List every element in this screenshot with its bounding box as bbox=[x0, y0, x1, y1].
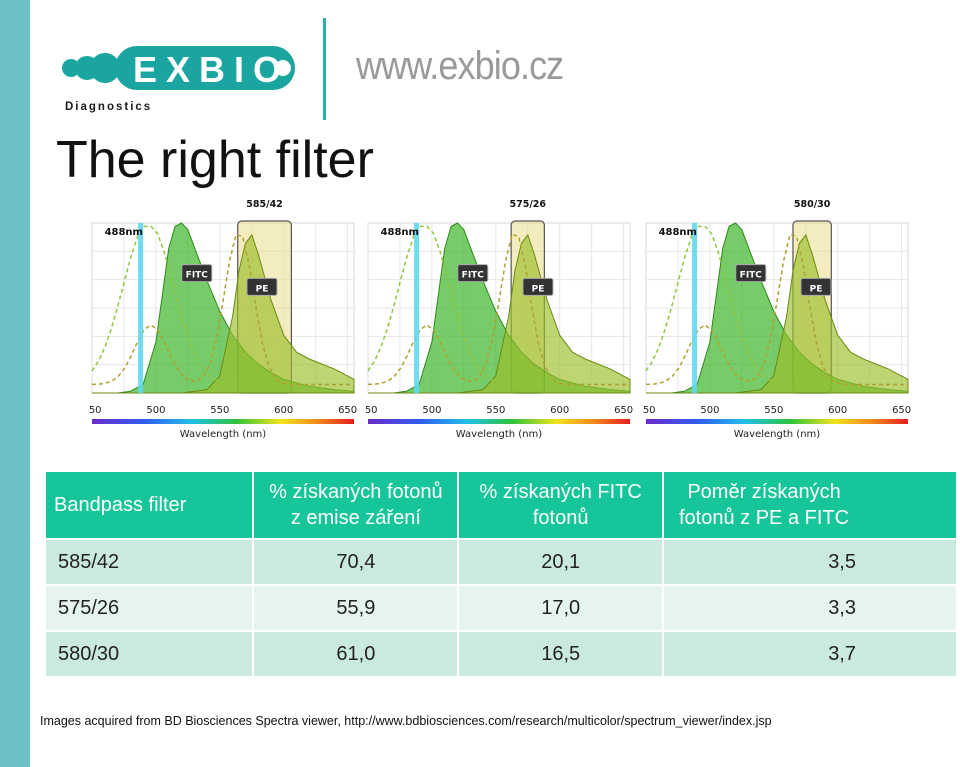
x-tick-label: 450 bbox=[642, 405, 656, 416]
pe-excitation-curve bbox=[91, 233, 354, 386]
x-tick-label: 500 bbox=[700, 405, 719, 416]
badge-box bbox=[181, 264, 213, 283]
source-footnote: Images acquired from BD Biosciences Spec… bbox=[40, 714, 772, 728]
x-tick-label: 450 bbox=[88, 405, 102, 416]
table-row: 575/26 55,9 17,0 3,3 bbox=[46, 586, 956, 630]
header-fitc-photons: % získaných FITC fotonů bbox=[459, 472, 663, 538]
logo-o-hole bbox=[275, 60, 291, 76]
logo-pill bbox=[115, 46, 295, 90]
x-tick-label: 500 bbox=[422, 405, 441, 416]
table-row: 585/42 70,4 20,1 3,5 bbox=[46, 540, 956, 584]
logo-subtext: Diagnostics bbox=[65, 101, 152, 113]
x-tick-label: 450 bbox=[364, 405, 378, 416]
badge-label: FITC bbox=[186, 271, 209, 281]
spectrum-svg: 488nm 585/42 FITC PE 450 500 550 600 650 Waveleng… bbox=[88, 199, 357, 440]
laser-label: 488nm bbox=[659, 227, 697, 238]
pe-badge: PE bbox=[246, 277, 278, 296]
badge-box bbox=[522, 277, 554, 296]
x-tick-label: 600 bbox=[274, 405, 293, 416]
x-axis-label: Wavelength (nm) bbox=[180, 429, 266, 440]
slide-title: The right filter bbox=[56, 131, 374, 189]
x-tick-label: 550 bbox=[764, 405, 783, 416]
pe-excitation-curve bbox=[645, 233, 908, 386]
filter-comparison-table: Bandpass filter % získaných fotonů z emi… bbox=[44, 470, 958, 678]
x-tick-label: 650 bbox=[338, 405, 357, 416]
table-row: 580/30 61,0 16,5 3,7 bbox=[46, 632, 956, 676]
x-tick-label: 550 bbox=[486, 405, 505, 416]
badge-box bbox=[800, 277, 832, 296]
badge-label: FITC bbox=[740, 271, 763, 281]
left-accent-bar bbox=[0, 0, 30, 767]
cell-filter: 575/26 bbox=[46, 586, 253, 630]
laser-line bbox=[692, 223, 698, 393]
pe-excitation-curve bbox=[367, 233, 630, 386]
cell-ratio: 3,7 bbox=[664, 632, 956, 676]
header-total-photons: % získaných fotonů z emise záření bbox=[254, 472, 458, 538]
badge-box bbox=[457, 264, 489, 283]
site-url[interactable]: www.exbio.cz bbox=[356, 44, 564, 88]
wavelength-color-bar bbox=[92, 419, 354, 424]
header-bandpass-filter: Bandpass filter bbox=[46, 472, 253, 538]
cell-filter: 585/42 bbox=[46, 540, 253, 584]
header-pe-fitc-ratio: Poměr získaných fotonů z PE a FITC bbox=[664, 472, 956, 538]
spectrum-chart-580-30: 488nm 580/30 FITC PE 450 500 550 600 650 Waveleng… bbox=[642, 193, 914, 443]
badge-box bbox=[735, 264, 767, 283]
spectrum-svg: 488nm 580/30 FITC PE 450 500 550 600 650 Waveleng… bbox=[642, 199, 911, 440]
wavelength-color-bar bbox=[646, 419, 908, 424]
laser-line bbox=[138, 223, 144, 393]
badge-box bbox=[246, 277, 278, 296]
spectrum-chart-585-42: 488nm 585/42 FITC PE 450 500 550 600 650 Waveleng… bbox=[88, 193, 360, 443]
fitc-badge: FITC bbox=[181, 264, 213, 283]
x-tick-label: 550 bbox=[210, 405, 229, 416]
cell-fitc-photons: 17,0 bbox=[459, 586, 663, 630]
pe-badge: PE bbox=[800, 277, 832, 296]
fitc-excitation-curve bbox=[367, 225, 630, 386]
spectrum-chart-575-26: 488nm 575/26 FITC PE 450 500 550 600 650 Waveleng… bbox=[364, 193, 636, 443]
cell-total-photons: 70,4 bbox=[254, 540, 458, 584]
laser-label: 488nm bbox=[381, 227, 419, 238]
badge-label: FITC bbox=[462, 271, 485, 281]
cell-total-photons: 61,0 bbox=[254, 632, 458, 676]
x-axis-label: Wavelength (nm) bbox=[734, 429, 820, 440]
logo-dot-1 bbox=[62, 59, 80, 77]
laser-label: 488nm bbox=[105, 227, 143, 238]
fitc-excitation-curve bbox=[91, 225, 354, 386]
x-tick-label: 650 bbox=[892, 405, 911, 416]
x-tick-label: 650 bbox=[614, 405, 633, 416]
pe-badge: PE bbox=[522, 277, 554, 296]
cell-ratio: 3,3 bbox=[664, 586, 956, 630]
x-tick-label: 600 bbox=[828, 405, 847, 416]
fitc-badge: FITC bbox=[457, 264, 489, 283]
logo-text: EXBIO bbox=[133, 49, 290, 90]
x-axis-label: Wavelength (nm) bbox=[456, 429, 542, 440]
filter-title: 585/42 bbox=[246, 199, 283, 210]
spectrum-svg: 488nm 575/26 FITC PE 450 500 550 600 650 Waveleng… bbox=[364, 199, 633, 440]
wavelength-color-bar bbox=[368, 419, 630, 424]
fitc-badge: FITC bbox=[735, 264, 767, 283]
x-tick-label: 500 bbox=[146, 405, 165, 416]
fitc-excitation-curve bbox=[645, 225, 908, 386]
filter-title: 575/26 bbox=[509, 199, 546, 210]
cell-fitc-photons: 20,1 bbox=[459, 540, 663, 584]
cell-ratio: 3,5 bbox=[664, 540, 956, 584]
cell-filter: 580/30 bbox=[46, 632, 253, 676]
badge-label: PE bbox=[810, 284, 823, 294]
badge-label: PE bbox=[256, 284, 269, 294]
x-tick-label: 600 bbox=[550, 405, 569, 416]
logo-dot-3 bbox=[90, 53, 120, 83]
table-header-row: Bandpass filter % získaných fotonů z emi… bbox=[46, 472, 956, 538]
cell-fitc-photons: 16,5 bbox=[459, 632, 663, 676]
exbio-logo: EXBIO Diagnostics bbox=[62, 46, 295, 113]
cell-total-photons: 55,9 bbox=[254, 586, 458, 630]
laser-line bbox=[414, 223, 420, 393]
badge-label: PE bbox=[532, 284, 545, 294]
filter-title: 580/30 bbox=[794, 199, 831, 210]
logo-separator bbox=[323, 18, 326, 120]
